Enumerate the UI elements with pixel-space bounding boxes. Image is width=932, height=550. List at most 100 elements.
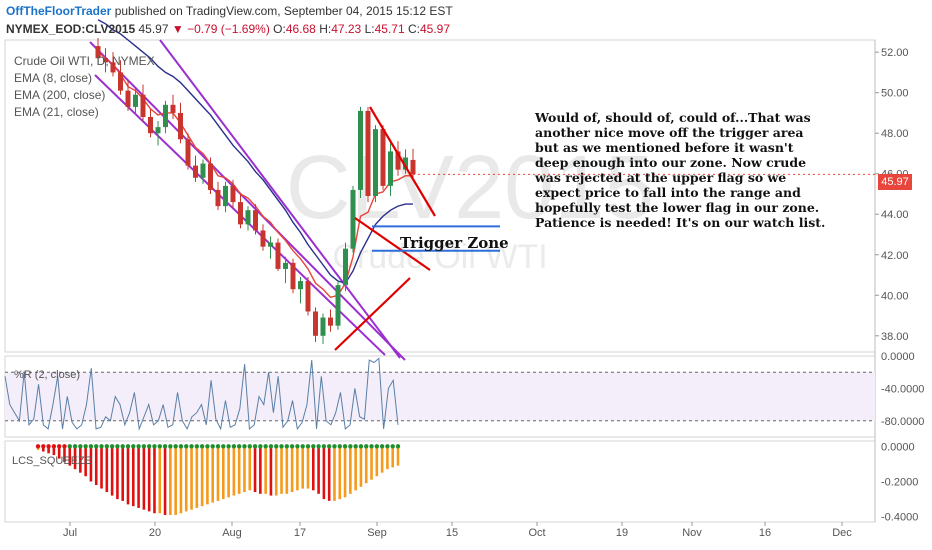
squeeze-dot xyxy=(62,444,67,449)
squeeze-dot xyxy=(252,444,258,449)
trade-annotation: Would of, should of, could of...That was… xyxy=(535,110,826,230)
candle-body xyxy=(395,151,401,170)
squeeze-dot xyxy=(178,444,184,449)
x-tick-label: Aug xyxy=(222,527,242,539)
legend-ema8[interactable]: EMA (8, close) xyxy=(14,71,93,85)
squeeze-dot xyxy=(390,444,395,449)
candle-body xyxy=(170,104,176,113)
candle-body xyxy=(268,242,273,247)
squeeze-dot xyxy=(184,444,189,449)
x-tick-label: 17 xyxy=(294,527,306,539)
squeeze-dot xyxy=(321,444,327,449)
legend-ema200[interactable]: EMA (200, close) xyxy=(14,88,106,102)
squeeze-dot xyxy=(46,444,51,449)
squeeze-dot xyxy=(72,444,78,449)
candle-body xyxy=(155,127,161,134)
candle-body xyxy=(343,248,348,286)
x-tick-label: 20 xyxy=(149,527,161,539)
williams-band xyxy=(5,372,875,421)
squeeze-dot xyxy=(358,444,364,449)
candle-body xyxy=(290,262,296,290)
squeeze-dot xyxy=(221,444,226,449)
squeeze-dot xyxy=(78,444,83,449)
candle-body xyxy=(335,285,341,326)
williams-y-tick: -80.0000 xyxy=(881,416,924,428)
squeeze-dot xyxy=(385,444,390,449)
open-value: 46.68 xyxy=(285,22,316,36)
candle-body xyxy=(403,157,408,170)
x-tick-label: 15 xyxy=(446,527,458,539)
legend-ema21[interactable]: EMA (21, close) xyxy=(14,105,99,119)
squeeze-dot xyxy=(104,444,110,449)
squeeze-dot xyxy=(56,444,62,449)
squeeze-dot xyxy=(311,444,316,449)
y-tick-label: 38.00 xyxy=(881,331,909,343)
candle-body xyxy=(208,163,213,190)
candle-body xyxy=(260,230,266,247)
candle-body xyxy=(95,46,101,59)
candle-body xyxy=(178,112,183,140)
x-tick-label: Jul xyxy=(63,527,77,539)
williams-y-tick: 0.0000 xyxy=(881,351,915,363)
squeeze-dot xyxy=(215,444,221,449)
squeeze-dot xyxy=(332,444,337,449)
squeeze-dot xyxy=(157,444,162,449)
squeeze-dot xyxy=(99,444,104,449)
candle-body xyxy=(298,281,303,290)
candle-body xyxy=(125,90,131,107)
squeeze-dot xyxy=(94,444,99,449)
squeeze-dot xyxy=(247,444,252,449)
x-tick-label: Sep xyxy=(367,527,387,539)
squeeze-dot xyxy=(289,444,295,449)
candle-body xyxy=(103,58,108,63)
candle-body xyxy=(118,72,123,91)
williams-title[interactable]: %R (2, close) xyxy=(14,369,80,381)
squeeze-dot xyxy=(41,444,46,449)
symbol-label[interactable]: NYMEX_EOD:CLV2015 xyxy=(6,22,136,36)
x-tick-label: Nov xyxy=(682,527,702,539)
trigger-zone-label: Trigger Zone xyxy=(400,234,509,252)
squeeze-dot xyxy=(231,444,237,449)
squeeze-dot xyxy=(125,444,131,449)
support-line xyxy=(334,277,411,351)
candle-body xyxy=(133,94,138,107)
candle-body xyxy=(275,242,281,269)
squeeze-dot xyxy=(369,444,374,449)
squeeze-dot xyxy=(242,444,247,449)
x-tick-label: Dec xyxy=(832,527,852,539)
channel-line xyxy=(159,39,401,359)
low-value: 45.71 xyxy=(374,22,405,36)
low-label: L: xyxy=(364,22,375,36)
squeeze-dot xyxy=(83,444,88,449)
squeeze-title[interactable]: LCS_SQUEEZE xyxy=(12,455,92,467)
candle-body xyxy=(110,62,116,73)
candle-body xyxy=(328,317,333,326)
squeeze-dot xyxy=(120,444,125,449)
candle-body xyxy=(358,110,363,190)
squeeze-dot xyxy=(348,444,353,449)
author-name[interactable]: OffTheFloorTrader xyxy=(6,4,112,18)
squeeze-y-tick: -0.4000 xyxy=(881,512,918,524)
squeeze-dot xyxy=(300,444,305,449)
squeeze-y-tick: 0.0000 xyxy=(881,441,915,453)
x-tick-label: 16 xyxy=(759,527,771,539)
last-price: 45.97 xyxy=(138,22,169,36)
ohlc-line: NYMEX_EOD:CLV2015 45.97 ▼ −0.79 (−1.69%)… xyxy=(6,22,450,36)
squeeze-dot xyxy=(226,444,231,449)
upper-flag-line xyxy=(369,106,436,217)
squeeze-dot xyxy=(379,444,385,449)
squeeze-dot xyxy=(326,444,332,449)
squeeze-dot xyxy=(342,444,348,449)
squeeze-y-tick: -0.2000 xyxy=(881,477,918,489)
candle-body xyxy=(283,262,288,269)
watermark-name: Crude Oil WTI xyxy=(332,238,547,276)
candle-body xyxy=(140,94,146,117)
x-tick-label: Oct xyxy=(528,527,545,539)
squeeze-dot xyxy=(284,444,290,449)
squeeze-dot xyxy=(194,444,200,449)
legend-symbol[interactable]: Crude Oil WTI, D, NYMEX xyxy=(14,54,155,68)
open-label: O: xyxy=(273,22,286,36)
squeeze-dot xyxy=(199,444,205,449)
candle-body xyxy=(305,281,311,312)
squeeze-dot xyxy=(152,444,157,449)
